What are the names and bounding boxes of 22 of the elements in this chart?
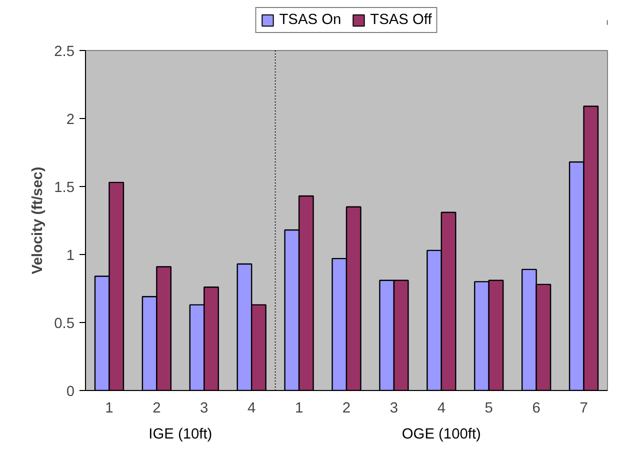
x-tick-label: 2 xyxy=(152,400,161,416)
y-tick-label: 0.5 xyxy=(54,316,74,332)
x-tick-label: 4 xyxy=(437,400,446,416)
x-tick-label: 6 xyxy=(532,400,540,416)
x-tick-label: 5 xyxy=(484,400,493,416)
x-tick-label: 3 xyxy=(200,400,208,416)
y-axis-title: Velocity (ft/sec) xyxy=(30,166,46,274)
y-tick-label: 1.5 xyxy=(54,180,74,196)
y-tick-label: 2.5 xyxy=(54,44,74,60)
x-tick-label: 1 xyxy=(294,400,304,416)
y-tick-label: 2 xyxy=(66,112,75,128)
legend-label: TSAS On xyxy=(279,12,342,28)
x-tick-label: 7 xyxy=(580,400,588,416)
text: OGE (100ft) xyxy=(402,426,481,442)
text: IGE (10ft) xyxy=(148,426,212,442)
x-tick-label: 2 xyxy=(342,400,351,416)
x-tick-label: 4 xyxy=(248,400,256,416)
legend-label: TSAS Off xyxy=(370,12,432,28)
x-tick-label: 1 xyxy=(105,400,114,416)
x-tick-label: 3 xyxy=(390,400,398,416)
y-tick-label: 0 xyxy=(66,384,75,400)
y-tick-label: 1 xyxy=(66,248,75,264)
